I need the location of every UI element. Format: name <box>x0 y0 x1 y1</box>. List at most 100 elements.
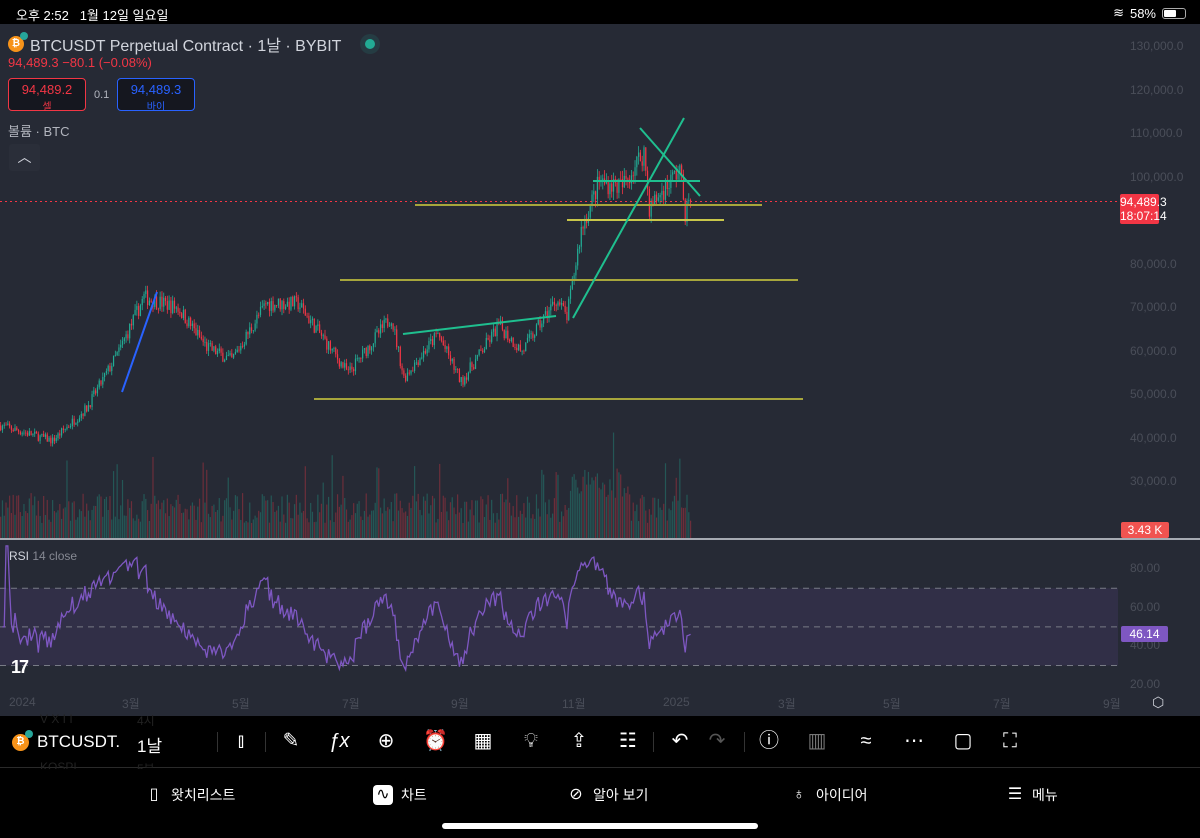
home-indicator[interactable] <box>442 823 758 829</box>
price-change: 94,489.3 −80.1 (−0.08%) <box>8 55 152 70</box>
collapse-legend-button[interactable]: ︿ <box>9 144 40 171</box>
candle-body <box>263 303 265 306</box>
tradingview-logo[interactable]: 17 <box>11 657 29 677</box>
volume-bar <box>179 503 181 538</box>
candle-body <box>625 175 627 179</box>
candle-body <box>279 298 281 310</box>
candles-icon[interactable]: ⫾ <box>237 730 245 752</box>
candle-body <box>492 328 495 332</box>
candle-body <box>580 226 582 247</box>
volume-bar <box>378 468 380 538</box>
chart-area[interactable] <box>0 24 1200 716</box>
volume-bar <box>392 521 394 538</box>
compare-icon[interactable]: ≈ <box>860 730 872 752</box>
candle-body <box>543 314 545 324</box>
info-icon[interactable]: ⓘ <box>759 730 779 752</box>
volume-bar <box>204 502 206 538</box>
candle-body <box>254 323 256 331</box>
volume-bar <box>227 477 229 538</box>
volume-bar <box>449 502 452 538</box>
volume-bar <box>568 507 570 538</box>
bar-chart-icon[interactable]: ▥ <box>807 730 827 752</box>
candle-body <box>155 296 158 309</box>
volume-bar <box>621 496 624 538</box>
nav-explore[interactable]: ⊘ 알아 보기 <box>567 785 648 805</box>
volume-bar <box>17 495 20 538</box>
nav-ideas[interactable]: ♁ 아이디어 <box>790 785 868 805</box>
interval-button[interactable]: 1날 <box>137 737 163 756</box>
nav-menu[interactable]: ☰ 메뉴 <box>1006 785 1058 805</box>
candle-body <box>376 330 378 333</box>
volume-bar <box>222 515 224 538</box>
volume-bar <box>387 507 389 538</box>
candle-body <box>147 290 149 306</box>
template-add-icon[interactable]: ☷ <box>619 730 637 752</box>
candle-body <box>7 423 9 426</box>
undo-icon[interactable]: ↶ <box>671 730 689 752</box>
volume-bar <box>677 500 679 538</box>
volume-bar <box>170 504 172 538</box>
lightbulb-icon[interactable]: 💡︎ <box>524 730 538 752</box>
nav-watchlist[interactable]: ▯ 왓치리스트 <box>145 785 236 805</box>
candle-body <box>195 328 197 336</box>
candle-body <box>517 344 520 351</box>
volume-bar <box>603 484 606 538</box>
symbol-search-button[interactable]: ₿ BTCUSDT. <box>12 729 120 752</box>
candle-body <box>30 431 32 436</box>
drawing-pen-icon[interactable]: ✎ <box>282 730 300 752</box>
candle-body <box>437 333 439 335</box>
volume-bar <box>218 498 220 538</box>
fullscreen-icon[interactable]: ⛶ <box>1003 730 1017 752</box>
candle-body <box>336 354 339 360</box>
time-axis-label: 11월 <box>562 697 586 711</box>
sell-button[interactable]: 94,489.2 셀 <box>8 78 86 113</box>
candle-body <box>627 178 629 180</box>
candle-body <box>12 429 14 431</box>
candle-body <box>573 275 575 279</box>
volume-bar <box>306 518 308 538</box>
add-icon[interactable]: ⊕ <box>377 730 395 752</box>
layout-grid-icon[interactable]: ▦ <box>473 730 493 752</box>
price-chart[interactable] <box>0 0 1200 716</box>
volume-bar <box>254 515 256 538</box>
alarm-icon[interactable]: ⏰ <box>423 730 448 752</box>
volume-bar <box>3 515 5 538</box>
nav-chart[interactable]: ∿ 차트 <box>373 785 427 805</box>
chart-settings-icon[interactable]: ⬡ <box>1152 694 1165 710</box>
candle-body <box>268 301 271 311</box>
volume-bar <box>193 505 195 538</box>
volume-bar <box>616 468 618 538</box>
candle-body <box>315 326 317 333</box>
candle-body <box>546 311 548 319</box>
candle-body <box>143 293 145 299</box>
fullscreen-window-icon[interactable]: ▢ <box>953 730 973 752</box>
candle-body <box>641 161 643 166</box>
volume-bar <box>634 511 636 538</box>
candle-body <box>664 180 667 200</box>
candle-body <box>138 306 140 316</box>
more-icon[interactable]: ⋯ <box>904 730 924 752</box>
buy-button[interactable]: 94,489.3 바이 <box>117 78 195 113</box>
volume-bar <box>397 510 400 538</box>
volume-bar <box>177 494 179 538</box>
redo-icon[interactable]: ↷ <box>708 730 726 752</box>
volume-bar <box>84 516 86 538</box>
candle-body <box>586 220 588 224</box>
volume-bar <box>577 487 579 538</box>
indicators-icon[interactable]: ƒx <box>328 730 350 752</box>
volume-bar <box>173 507 176 538</box>
candle-body <box>317 324 319 327</box>
rsi-legend[interactable]: RSI 14 close <box>9 549 77 563</box>
candle-body <box>397 346 400 348</box>
volume-bar <box>301 512 303 538</box>
volume-bar <box>161 502 163 538</box>
candle-body <box>578 246 581 249</box>
volume-bar <box>575 479 577 538</box>
candle-body <box>177 307 179 312</box>
symbol-header[interactable]: ₿ BTCUSDT Perpetual Contract · 1날 · BYBIT <box>8 32 376 56</box>
volume-bar <box>369 514 371 538</box>
share-icon[interactable]: ⇪ <box>570 730 588 752</box>
volume-bar <box>451 497 453 538</box>
candle-body <box>16 427 18 431</box>
volume-bar <box>689 520 692 538</box>
